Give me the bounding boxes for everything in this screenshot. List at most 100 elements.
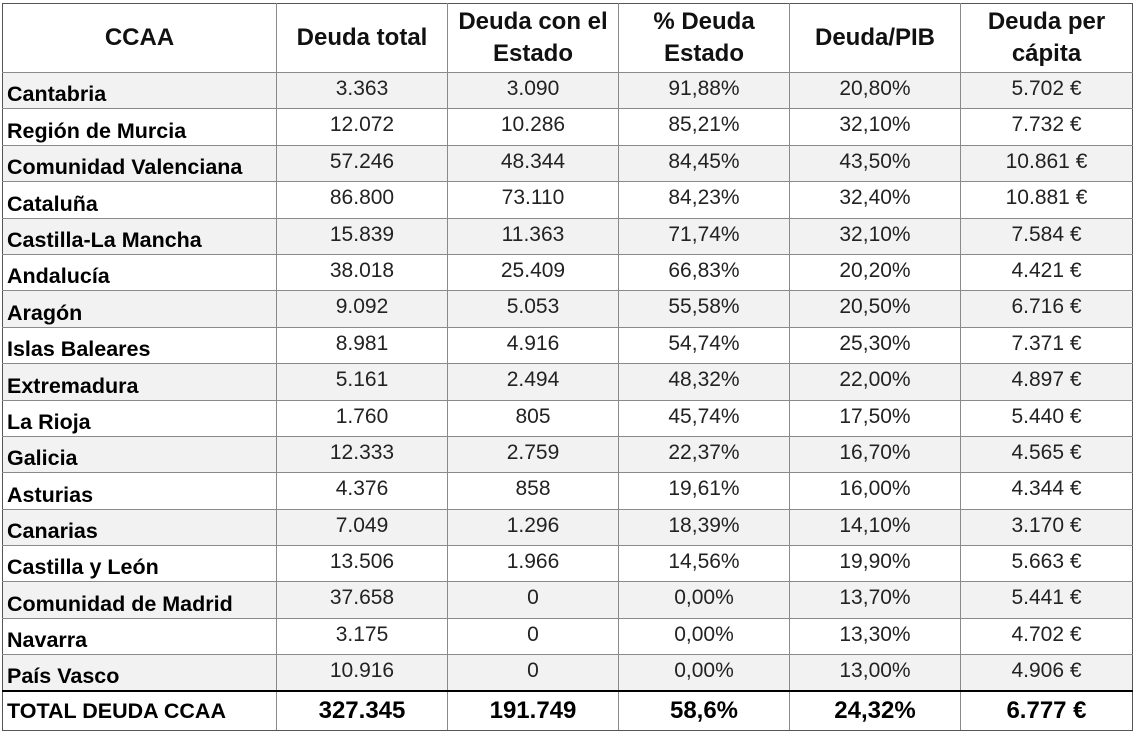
cell-pct-deuda-estado: 54,74%: [618, 326, 790, 365]
total-deuda-total: 327.345: [276, 690, 448, 732]
cell-deuda-pib: 13,70%: [789, 581, 961, 619]
cell-ccaa-name: Castilla y León: [2, 545, 277, 583]
cell-ccaa-name: Asturias: [2, 472, 277, 510]
cell-pct-deuda-estado: 0,00%: [618, 654, 790, 692]
header-row: CCAA Deuda total Deuda con el Estado % D…: [2, 3, 1133, 73]
cell-ccaa-name: Aragón: [2, 290, 277, 328]
cell-deuda-total: 3.175: [276, 617, 448, 656]
header-ccaa: CCAA: [2, 3, 277, 73]
cell-deuda-total: 12.072: [276, 108, 448, 146]
cell-deuda-total: 4.376: [276, 472, 448, 510]
cell-deuda-estado: 2.759: [447, 435, 619, 474]
cell-ccaa-name: Cantabria: [2, 71, 277, 110]
cell-deuda-total: 9.092: [276, 290, 448, 328]
cell-pct-deuda-estado: 18,39%: [618, 508, 790, 547]
cell-pct-deuda-estado: 14,56%: [618, 545, 790, 583]
cell-pct-deuda-estado: 55,58%: [618, 290, 790, 328]
cell-deuda-per-capita: 4.565 €: [960, 435, 1133, 474]
table-row: Galicia 12.333 2.759 22,37% 16,70% 4.565 €: [2, 435, 1133, 474]
cell-deuda-estado: 11.363: [447, 217, 619, 255]
cell-deuda-estado: 25.409: [447, 253, 619, 292]
cell-deuda-pib: 13,30%: [789, 617, 961, 656]
cell-deuda-per-capita: 4.421 €: [960, 253, 1133, 292]
cell-deuda-pib: 14,10%: [789, 508, 961, 547]
cell-deuda-per-capita: 4.906 €: [960, 654, 1133, 692]
cell-deuda-estado: 4.916: [447, 326, 619, 365]
table-row: Aragón 9.092 5.053 55,58% 20,50% 6.716 €: [2, 290, 1133, 328]
cell-deuda-per-capita: 5.663 €: [960, 545, 1133, 583]
cell-deuda-estado: 2.494: [447, 363, 619, 401]
cell-deuda-pib: 20,80%: [789, 71, 961, 110]
table-row: Comunidad de Madrid 37.658 0 0,00% 13,70% 5.4…: [2, 581, 1133, 619]
cell-deuda-pib: 16,00%: [789, 472, 961, 510]
cell-deuda-per-capita: 10.861 €: [960, 144, 1133, 183]
cell-deuda-pib: 43,50%: [789, 144, 961, 183]
cell-pct-deuda-estado: 66,83%: [618, 253, 790, 292]
table-row: Andalucía 38.018 25.409 66,83% 20,20% 4.421 €: [2, 253, 1133, 292]
cell-deuda-per-capita: 5.440 €: [960, 399, 1133, 437]
total-deuda-estado: 191.749: [447, 690, 619, 732]
cell-deuda-total: 7.049: [276, 508, 448, 547]
header-pct-deuda-estado: % Deuda Estado: [618, 3, 790, 73]
cell-pct-deuda-estado: 0,00%: [618, 581, 790, 619]
cell-deuda-total: 86.800: [276, 181, 448, 219]
cell-deuda-per-capita: 4.702 €: [960, 617, 1133, 656]
cell-ccaa-name: País Vasco: [2, 654, 277, 692]
cell-deuda-estado: 858: [447, 472, 619, 510]
cell-deuda-per-capita: 4.344 €: [960, 472, 1133, 510]
table-row: Castilla y León 13.506 1.966 14,56% 19,90% 5.…: [2, 545, 1133, 583]
debt-table: CCAA Deuda total Deuda con el Estado % D…: [2, 3, 1133, 732]
table-body: Cantabria 3.363 3.090 91,88% 20,80% 5.702 € Re…: [2, 71, 1133, 692]
cell-deuda-per-capita: 7.371 €: [960, 326, 1133, 365]
cell-deuda-estado: 1.966: [447, 545, 619, 583]
cell-ccaa-name: Islas Baleares: [2, 326, 277, 365]
header-deuda-total: Deuda total: [276, 3, 448, 73]
cell-deuda-pib: 32,10%: [789, 108, 961, 146]
cell-deuda-total: 13.506: [276, 545, 448, 583]
cell-deuda-total: 5.161: [276, 363, 448, 401]
cell-deuda-pib: 32,40%: [789, 181, 961, 219]
cell-pct-deuda-estado: 22,37%: [618, 435, 790, 474]
cell-pct-deuda-estado: 45,74%: [618, 399, 790, 437]
cell-deuda-total: 8.981: [276, 326, 448, 365]
cell-deuda-pib: 25,30%: [789, 326, 961, 365]
cell-pct-deuda-estado: 84,23%: [618, 181, 790, 219]
table-row: Asturias 4.376 858 19,61% 16,00% 4.344 €: [2, 472, 1133, 510]
cell-deuda-per-capita: 6.716 €: [960, 290, 1133, 328]
cell-deuda-total: 12.333: [276, 435, 448, 474]
cell-deuda-estado: 0: [447, 654, 619, 692]
table-row: Cataluña 86.800 73.110 84,23% 32,40% 10.881 €: [2, 181, 1133, 219]
cell-deuda-total: 10.916: [276, 654, 448, 692]
cell-deuda-total: 1.760: [276, 399, 448, 437]
cell-ccaa-name: Cataluña: [2, 181, 277, 219]
total-pct-deuda-estado: 58,6%: [618, 690, 790, 732]
cell-deuda-total: 3.363: [276, 71, 448, 110]
cell-deuda-pib: 13,00%: [789, 654, 961, 692]
cell-deuda-per-capita: 7.732 €: [960, 108, 1133, 146]
cell-ccaa-name: Comunidad de Madrid: [2, 581, 277, 619]
table-row: Región de Murcia 12.072 10.286 85,21% 32,10%…: [2, 108, 1133, 146]
cell-pct-deuda-estado: 19,61%: [618, 472, 790, 510]
cell-deuda-per-capita: 5.441 €: [960, 581, 1133, 619]
cell-ccaa-name: Galicia: [2, 435, 277, 474]
cell-deuda-estado: 0: [447, 581, 619, 619]
header-deuda-estado: Deuda con el Estado: [447, 3, 619, 73]
cell-deuda-pib: 19,90%: [789, 545, 961, 583]
cell-pct-deuda-estado: 85,21%: [618, 108, 790, 146]
table-row: Canarias 7.049 1.296 18,39% 14,10% 3.170 €: [2, 508, 1133, 547]
cell-deuda-estado: 10.286: [447, 108, 619, 146]
cell-pct-deuda-estado: 0,00%: [618, 617, 790, 656]
cell-deuda-total: 38.018: [276, 253, 448, 292]
cell-deuda-pib: 20,50%: [789, 290, 961, 328]
cell-deuda-pib: 17,50%: [789, 399, 961, 437]
table-row: Comunidad Valenciana 57.246 48.344 84,45% 43…: [2, 144, 1133, 183]
cell-deuda-estado: 0: [447, 617, 619, 656]
table-row: Navarra 3.175 0 0,00% 13,30% 4.702 €: [2, 617, 1133, 656]
cell-deuda-per-capita: 10.881 €: [960, 181, 1133, 219]
cell-deuda-per-capita: 5.702 €: [960, 71, 1133, 110]
cell-pct-deuda-estado: 71,74%: [618, 217, 790, 255]
cell-ccaa-name: Extremadura: [2, 363, 277, 401]
cell-deuda-estado: 5.053: [447, 290, 619, 328]
table-row: Castilla-La Mancha 15.839 11.363 71,74% 32,1…: [2, 217, 1133, 255]
cell-deuda-per-capita: 7.584 €: [960, 217, 1133, 255]
